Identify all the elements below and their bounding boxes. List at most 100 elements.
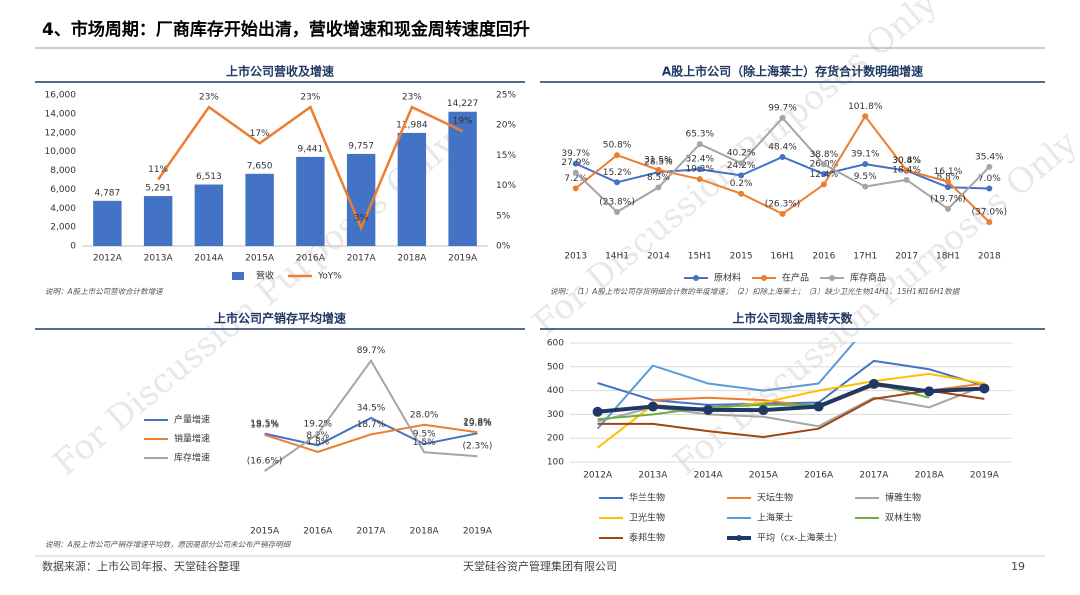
x-tick-label: 2014 (647, 252, 670, 262)
value-label: 19.2% (304, 419, 333, 429)
chart-note: 说明：A股上市公司营收合计数增速 (45, 287, 164, 296)
x-tick-label: 2015A (245, 254, 275, 264)
point (696, 166, 703, 173)
value-label: 1.5% (413, 438, 436, 448)
chart-title: 上市公司营收及增速 (226, 64, 334, 79)
bar (143, 196, 173, 246)
bar (346, 153, 376, 246)
value-label: (2.3%) (462, 442, 492, 452)
line (264, 416, 478, 447)
point (944, 205, 951, 212)
value-label: 9.5% (854, 172, 877, 182)
value-label: 89.7% (357, 346, 386, 356)
legend-label: YoY% (317, 272, 342, 282)
point (862, 113, 869, 120)
x-tick-label: 15H1 (688, 252, 712, 262)
point (779, 153, 786, 160)
point (862, 183, 869, 190)
value-label: 8.2% (306, 431, 329, 441)
point (779, 114, 786, 121)
value-label: 20.8% (463, 418, 492, 428)
value-label: 9,441 (297, 144, 323, 154)
value-label: 5,291 (145, 184, 171, 194)
chart-title: 上市公司现金周转天数 (732, 311, 853, 326)
x-tick-label: 2012A (583, 471, 613, 481)
value-label: 0.2% (730, 179, 753, 189)
value-label: 9,757 (348, 141, 374, 151)
y-tick-label: 5% (496, 211, 511, 221)
legend-marker (693, 275, 699, 281)
x-tick-label: 2016A (296, 254, 326, 264)
bar (93, 200, 122, 246)
y-tick-label: 10% (496, 181, 516, 191)
point (986, 163, 993, 170)
value-label: 48.4% (768, 142, 797, 152)
value-label: 28.0% (410, 410, 439, 420)
x-tick-label: 2012A (93, 254, 123, 264)
x-tick-label: 2017A (347, 254, 377, 264)
x-tick-label: 2014A (694, 471, 724, 481)
bar (448, 111, 477, 246)
value-label: 9.5% (413, 429, 436, 439)
x-tick-label: 17H1 (853, 252, 877, 262)
value-label: 7,650 (247, 161, 273, 171)
bar (397, 132, 427, 246)
legend-label: 博雅生物 (885, 492, 921, 504)
value-label: 39.1% (851, 150, 880, 160)
value-label: 19.3% (685, 165, 714, 175)
y-tick-label: 25% (496, 91, 516, 101)
x-tick-label: 18H1 (936, 252, 960, 262)
value-label: 99.7% (768, 103, 797, 113)
legend-label: 库存增速 (174, 452, 210, 464)
point (813, 401, 824, 412)
value-label: 38.8% (810, 150, 839, 160)
value-label: 40.2% (727, 149, 756, 159)
x-tick-label: 2013A (144, 254, 174, 264)
x-tick-label: 2017 (895, 252, 918, 262)
x-tick-label: 2018A (410, 527, 440, 537)
x-tick-label: 2013 (564, 252, 587, 262)
line (596, 342, 856, 430)
value-label: 7.2% (564, 174, 587, 184)
point (820, 171, 827, 178)
legend-label: 平均（cx-上海莱士） (757, 532, 843, 544)
value-label: 50.8% (603, 141, 632, 151)
legend-label: 库存商品 (850, 272, 886, 284)
value-label: 19% (453, 117, 473, 127)
value-label: 15.2% (603, 168, 632, 178)
value-label: 32.4% (685, 155, 714, 165)
slide-title: 4、市场周期：厂商库存开始出清，营收增速和现金周转速度回升 (42, 19, 530, 40)
x-tick-label: 2018A (397, 254, 427, 264)
page-number: 19 (1011, 560, 1025, 573)
value-label: 14,227 (447, 99, 479, 109)
y-tick-label: 600 (547, 339, 564, 349)
value-label: 6,513 (196, 172, 222, 182)
x-tick-label: 2015A (749, 471, 779, 481)
point (862, 161, 869, 168)
value-label: 16.1% (934, 167, 963, 177)
x-tick-label: 2018 (978, 252, 1001, 262)
point (979, 383, 990, 394)
line (157, 105, 464, 232)
value-label: 3% (354, 213, 369, 223)
value-label: 18.3% (250, 420, 279, 430)
line (597, 381, 985, 414)
point (944, 184, 951, 191)
value-label: 23% (402, 93, 422, 103)
bar (245, 173, 274, 246)
y-tick-label: 0 (70, 242, 76, 252)
x-tick-label: 14H1 (605, 252, 629, 262)
y-tick-label: 14,000 (45, 109, 77, 119)
point (614, 152, 621, 159)
value-label: 23% (300, 93, 320, 103)
point (868, 378, 879, 389)
legend-marker (829, 275, 835, 281)
y-tick-label: 0% (496, 242, 511, 252)
chart-note: 说明：A股上市公司产销存增速平均数，原因是部分公司未公布产销存明细 (45, 540, 292, 549)
y-tick-label: 16,000 (45, 91, 77, 101)
x-tick-label: 2016 (812, 252, 835, 262)
value-label: 12.4% (810, 170, 839, 180)
value-label: 23% (199, 93, 219, 103)
legend-label: 双林生物 (885, 512, 921, 524)
